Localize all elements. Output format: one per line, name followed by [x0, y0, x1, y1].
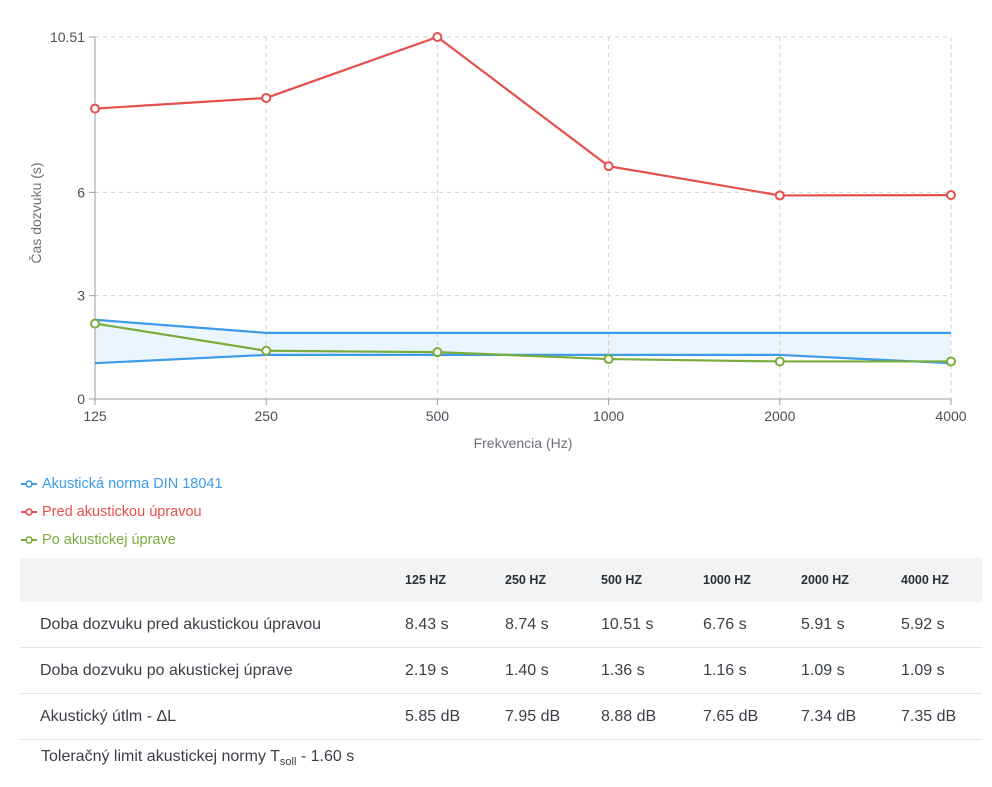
y-tick-label: 0: [77, 391, 85, 407]
before-series-point: [603, 161, 614, 172]
table-cell: 2.19 s: [405, 647, 505, 694]
table-header-cell: 1000 HZ: [703, 558, 801, 602]
after-series-point: [432, 347, 443, 358]
y-tick-label: 10.51: [50, 29, 85, 45]
table-header-cell: 4000 HZ: [901, 558, 982, 602]
before-series-line: [94, 35, 952, 197]
y-tick-label: 6: [77, 184, 85, 200]
legend-label: Akustická norma DIN 18041: [42, 476, 223, 492]
table-cell: 8.43 s: [405, 602, 505, 648]
results-table: 125 HZ 250 HZ 500 HZ 1000 HZ 2000 HZ 400…: [20, 558, 982, 740]
chart-axes: [89, 36, 952, 405]
table-cell: 7.65 dB: [703, 693, 801, 740]
norm-upper-line: [94, 318, 951, 334]
note-subscript: soll: [279, 756, 297, 769]
table-cell: 1.16 s: [703, 647, 801, 694]
series-lines: [90, 32, 956, 367]
table-cell: 6.76 s: [703, 602, 801, 648]
after-series-line: [94, 322, 951, 363]
y-tick-label: 3: [77, 288, 85, 304]
x-tick-label: 2000: [764, 408, 795, 424]
legend-item-norm[interactable]: Akustická norma DIN 18041: [20, 470, 223, 498]
row-label: Doba dozvuku pred akustickou úpravou: [20, 602, 405, 648]
row-label: Doba dozvuku po akustickej úprave: [20, 647, 405, 694]
x-tick-label: 125: [83, 408, 107, 424]
x-axis-title: Frekvencia (Hz): [474, 435, 573, 451]
legend-label: Pred akustickou úpravou: [42, 504, 202, 520]
y-axis-title: Čas dozvuku (s): [28, 162, 44, 263]
table-row: Doba dozvuku pred akustickou úpravou 8.4…: [20, 602, 982, 648]
legend-item-after[interactable]: Po akustickej úprave: [20, 526, 223, 554]
before-series-point: [946, 190, 956, 201]
after-series-point: [261, 345, 272, 356]
table-header-row: 125 HZ 250 HZ 500 HZ 1000 HZ 2000 HZ 400…: [20, 558, 982, 602]
table-cell: 1.09 s: [801, 647, 901, 694]
legend-item-before[interactable]: Pred akustickou úpravou: [20, 498, 223, 526]
tolerance-note: Toleračný limit akustickej normy Tsoll -…: [41, 748, 354, 768]
table-cell: 8.88 dB: [601, 693, 703, 740]
x-tick-label: 500: [426, 408, 450, 424]
table-header-cell: 250 HZ: [505, 558, 601, 602]
row-label: Akustický útlm - ΔL: [20, 693, 405, 740]
legend-label: Po akustickej úprave: [42, 532, 176, 548]
table-cell: 10.51 s: [601, 602, 703, 648]
before-series-point: [90, 103, 100, 114]
table-cell: 7.34 dB: [801, 693, 901, 740]
legend-marker-icon: [21, 536, 37, 544]
table-cell: 7.95 dB: [505, 693, 601, 740]
before-series-point: [261, 92, 272, 103]
note-suffix: - 1.60 s: [296, 748, 355, 765]
norm-band-area: [95, 319, 951, 364]
x-tick-label: 1000: [593, 408, 624, 424]
table-row: Doba dozvuku po akustickej úprave 2.19 s…: [20, 647, 982, 694]
y-tick-labels: 0 3 6 10.51: [50, 29, 85, 407]
table-header-cell: [20, 558, 405, 602]
before-series-point: [774, 190, 785, 201]
table-cell: 7.35 dB: [901, 693, 982, 740]
chart-legend: Akustická norma DIN 18041 Pred akusticko…: [20, 470, 223, 554]
reverberation-chart: 125 250 500 1000 2000 4000 0 3 6 10.51 Čas dozvu…: [28, 29, 967, 451]
norm-band: [95, 319, 951, 364]
before-series-point: [432, 32, 443, 42]
table-row: Akustický útlm - ΔL 5.85 dB 7.95 dB 8.88…: [20, 693, 982, 740]
x-tick-label: 4000: [935, 408, 966, 424]
table-cell: 1.40 s: [505, 647, 601, 694]
after-series-point: [603, 354, 614, 365]
after-series-point: [90, 318, 100, 329]
table-cell: 5.91 s: [801, 602, 901, 648]
legend-marker-icon: [21, 508, 37, 516]
note-prefix: Toleračný limit akustickej normy T: [41, 748, 280, 765]
table-cell: 1.36 s: [601, 647, 703, 694]
after-series-point: [774, 356, 785, 367]
table-cell: 5.85 dB: [405, 693, 505, 740]
after-series-point: [946, 356, 956, 367]
x-tick-labels: 125 250 500 1000 2000 4000: [83, 408, 966, 424]
table-header-cell: 2000 HZ: [801, 558, 901, 602]
legend-marker-icon: [21, 480, 37, 488]
chart-grid: [95, 36, 952, 399]
table-header-cell: 125 HZ: [405, 558, 505, 602]
table-cell: 5.92 s: [901, 602, 982, 648]
table-header-cell: 500 HZ: [601, 558, 703, 602]
table-cell: 8.74 s: [505, 602, 601, 648]
x-tick-label: 250: [255, 408, 279, 424]
table-cell: 1.09 s: [901, 647, 982, 694]
